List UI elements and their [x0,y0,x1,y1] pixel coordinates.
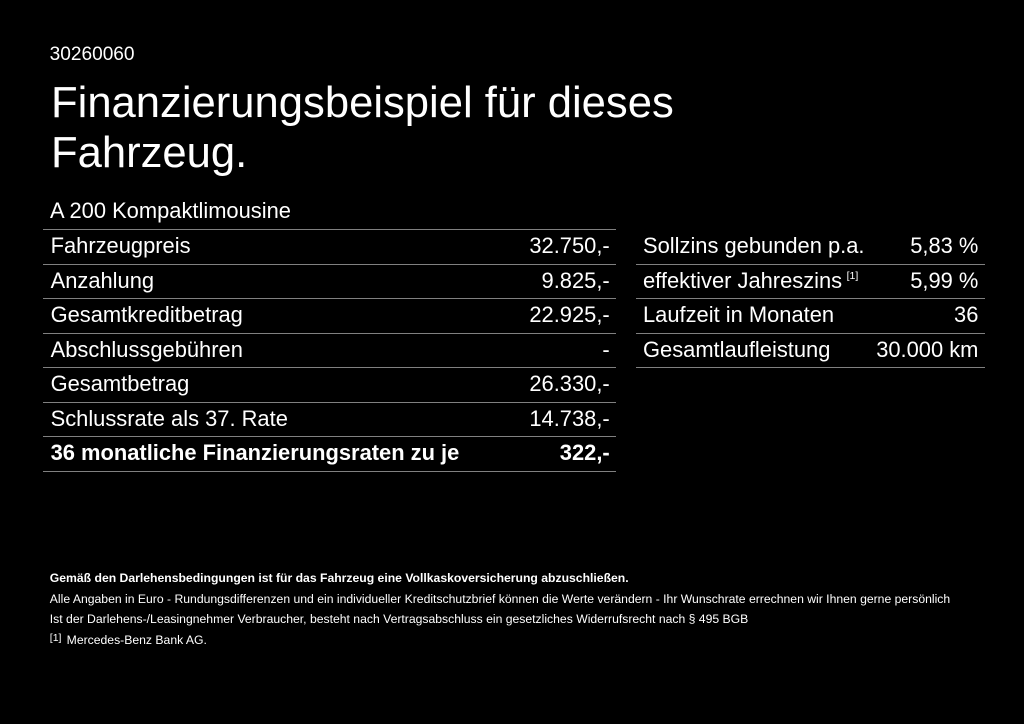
finance-row-value: - [602,336,610,362]
condition-row-value: 36 [954,302,979,328]
condition-row-nominal-interest: Sollzins gebunden p.a. 5,83 % [636,230,985,265]
finance-row-label: Anzahlung [50,267,155,293]
vehicle-model: A 200 Kompaktlimousine [50,197,291,223]
condition-row-value: 5,99 % [910,267,979,293]
condition-row-effective-interest: effektiver Jahreszins [1] 5,99 % [636,265,985,300]
finance-row-down-payment: Anzahlung 9.825,- [43,265,616,300]
page-title-line2: Fahrzeug. [51,128,248,177]
app-id: 30260060 [49,43,135,65]
condition-row-label: effektiver Jahreszins [1] [643,265,858,296]
finance-row-total-credit: Gesamtkreditbetrag 22.925,- [43,299,616,334]
condition-row-value: 30.000 km [876,336,979,362]
disclaimer-line2: Ist der Darlehens-/Leasingnehmer Verbrau… [49,611,749,626]
condition-row-value: 5,83 % [910,233,979,259]
finance-row-value: 22.925,- [529,302,610,328]
finance-row-label: 36 monatliche Finanzierungsraten zu je [50,440,460,466]
finance-row-final-installment: Schlussrate als 37. Rate 14.738,- [43,403,616,438]
finance-row-label: Gesamtkreditbetrag [50,302,243,328]
condition-row-total-mileage: Gesamtlaufleistung 30.000 km [636,334,985,369]
finance-row-value: 14.738,- [529,405,610,431]
condition-row-label-text: effektiver Jahreszins [643,267,843,293]
page-title: Finanzierungsbeispiel für dieses Fahrzeug… [51,78,674,178]
finance-row-label: Fahrzeugpreis [50,233,191,259]
finance-row-value: 9.825,- [541,267,610,293]
condition-row-label: Sollzins gebunden p.a. [643,233,865,259]
footnote-text: Mercedes-Benz Bank AG. [66,632,207,647]
finance-row-vehicle-price: Fahrzeugpreis 32.750,- [43,230,616,265]
finance-row-monthly-rate: 36 monatliche Finanzierungsraten zu je 3… [43,437,616,472]
finance-row-label: Gesamtbetrag [50,371,190,397]
finance-row-label: Abschlussgebühren [50,336,243,362]
finance-row-value: 322,- [559,440,610,466]
finance-row-total-amount: Gesamtbetrag 26.330,- [43,368,616,403]
disclaimer-line1: Alle Angaben in Euro - Rundungsdifferenz… [49,591,951,606]
condition-row-label: Gesamtlaufleistung [643,336,831,362]
footnote-marker-superscript: [1] [846,269,859,282]
finance-row-closing-fees: Abschlussgebühren - [43,334,616,369]
finance-row-value: 32.750,- [529,233,610,259]
conditions-table: Sollzins gebunden p.a. 5,83 % effektiver… [636,230,985,369]
disclaimer-text: Alle Angaben in Euro - Rundungsdifferenz… [50,589,950,630]
finance-table: Fahrzeugpreis 32.750,- Anzahlung 9.825,-… [43,229,616,472]
insurance-note: Gemäß den Darlehensbedingungen ist für d… [49,571,629,586]
finance-row-value: 26.330,- [529,371,610,397]
condition-row-label: Laufzeit in Monaten [643,302,835,328]
page-title-line1: Finanzierungsbeispiel für dieses [51,78,674,127]
condition-row-term-months: Laufzeit in Monaten 36 [636,299,985,334]
footnote-marker: [1] [49,632,62,645]
finance-row-label: Schlussrate als 37. Rate [50,405,288,431]
footnote: [1] Mercedes-Benz Bank AG. [50,630,207,650]
